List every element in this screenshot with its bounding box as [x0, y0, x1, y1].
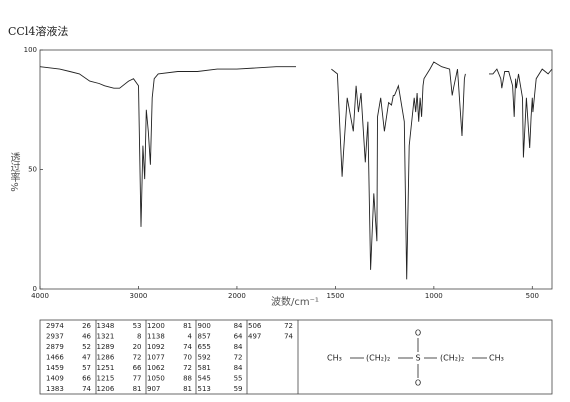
y-tick-label: 50	[28, 166, 37, 174]
structure-top: O	[415, 329, 421, 338]
peak-transmittance: 66	[133, 364, 142, 372]
plot-frame	[39, 49, 553, 290]
structure-bottom: O	[415, 379, 421, 388]
x-tick-label: 1000	[425, 292, 443, 300]
peak-transmittance: 55	[234, 375, 243, 383]
x-tick-label: 500	[526, 292, 539, 300]
peak-wavenumber: 545	[198, 375, 211, 383]
peak-wavenumber: 1289	[97, 343, 115, 351]
peak-wavenumber: 1200	[147, 322, 165, 330]
peak-transmittance: 57	[82, 364, 91, 372]
table-frame	[39, 319, 553, 395]
y-tick-label: 100	[24, 46, 37, 54]
x-tick-label: 3000	[130, 292, 148, 300]
peak-transmittance: 72	[234, 354, 243, 362]
peak-transmittance: 74	[284, 333, 293, 341]
peak-transmittance: 47	[82, 354, 91, 362]
peak-wavenumber: 1138	[147, 333, 165, 341]
peak-wavenumber: 2974	[46, 322, 64, 330]
peak-transmittance: 53	[133, 322, 142, 330]
x-tick-label: 1500	[326, 292, 344, 300]
peak-transmittance: 66	[82, 375, 91, 383]
peak-transmittance: 4	[188, 333, 193, 341]
y-axis-label: 透过率%	[8, 152, 20, 192]
peak-transmittance: 74	[183, 343, 192, 351]
peak-wavenumber: 1409	[46, 375, 64, 383]
peak-transmittance: 88	[183, 375, 192, 383]
peak-transmittance: 52	[82, 343, 91, 351]
peak-transmittance: 72	[284, 322, 293, 330]
peak-transmittance: 84	[234, 322, 243, 330]
peak-wavenumber: 592	[198, 354, 211, 362]
peak-wavenumber: 497	[248, 333, 261, 341]
peak-wavenumber: 506	[248, 322, 262, 330]
peak-transmittance: 72	[183, 364, 192, 372]
peak-wavenumber: 1092	[147, 343, 165, 351]
peak-wavenumber: 907	[147, 385, 160, 393]
structure-left-end: CH₃	[327, 354, 342, 363]
peak-wavenumber: 1215	[97, 375, 115, 383]
peak-wavenumber: 1050	[147, 375, 165, 383]
peak-transmittance: 46	[82, 333, 91, 341]
peak-wavenumber: 2937	[46, 333, 64, 341]
peak-wavenumber: 581	[198, 364, 211, 372]
peak-wavenumber: 1321	[97, 333, 115, 341]
peak-transmittance: 84	[234, 343, 243, 351]
y-tick-label: 0	[33, 285, 37, 293]
peak-transmittance: 8	[137, 333, 141, 341]
chart-title: CCl4溶液法	[8, 24, 68, 38]
spectrum-line	[39, 61, 553, 280]
peak-transmittance: 81	[183, 385, 192, 393]
peak-transmittance: 20	[133, 343, 142, 351]
peak-wavenumber: 1466	[46, 354, 64, 362]
peak-transmittance: 59	[234, 385, 243, 393]
peak-transmittance: 81	[183, 322, 192, 330]
peak-wavenumber: 900	[198, 322, 211, 330]
peak-wavenumber: 655	[198, 343, 211, 351]
peak-transmittance: 70	[183, 354, 192, 362]
peak-wavenumber: 1459	[46, 364, 64, 372]
x-axis-label: 波数/cm⁻¹	[271, 295, 319, 308]
structure-right-chain: (CH₂)₂	[440, 354, 464, 363]
peak-transmittance: 64	[234, 333, 243, 341]
peak-transmittance: 81	[133, 385, 142, 393]
structure-right-end: CH₃	[489, 354, 504, 363]
peak-wavenumber: 1062	[147, 364, 165, 372]
peak-wavenumber: 513	[198, 385, 211, 393]
peak-wavenumber: 1286	[97, 354, 115, 362]
peak-wavenumber: 1383	[46, 385, 64, 393]
x-tick-label: 2000	[228, 292, 246, 300]
peak-wavenumber: 1348	[97, 322, 115, 330]
peak-transmittance: 74	[82, 385, 91, 393]
table-rules	[95, 320, 299, 394]
peak-wavenumber: 2879	[46, 343, 64, 351]
peak-transmittance: 26	[82, 322, 91, 330]
peak-wavenumber: 1251	[97, 364, 115, 372]
structure-center: S	[415, 354, 420, 363]
peak-transmittance: 77	[133, 375, 142, 383]
peak-wavenumber: 1206	[97, 385, 115, 393]
x-tick-label: 4000	[31, 292, 49, 300]
peak-transmittance: 84	[234, 364, 243, 372]
structure-left-chain: (CH₂)₂	[366, 354, 390, 363]
structure: CH₃ (CH₂)₂ S O O (CH₂)₂ CH₃	[327, 329, 504, 388]
peak-wavenumber: 1077	[147, 354, 165, 362]
peak-transmittance: 72	[133, 354, 142, 362]
peak-wavenumber: 857	[198, 333, 211, 341]
